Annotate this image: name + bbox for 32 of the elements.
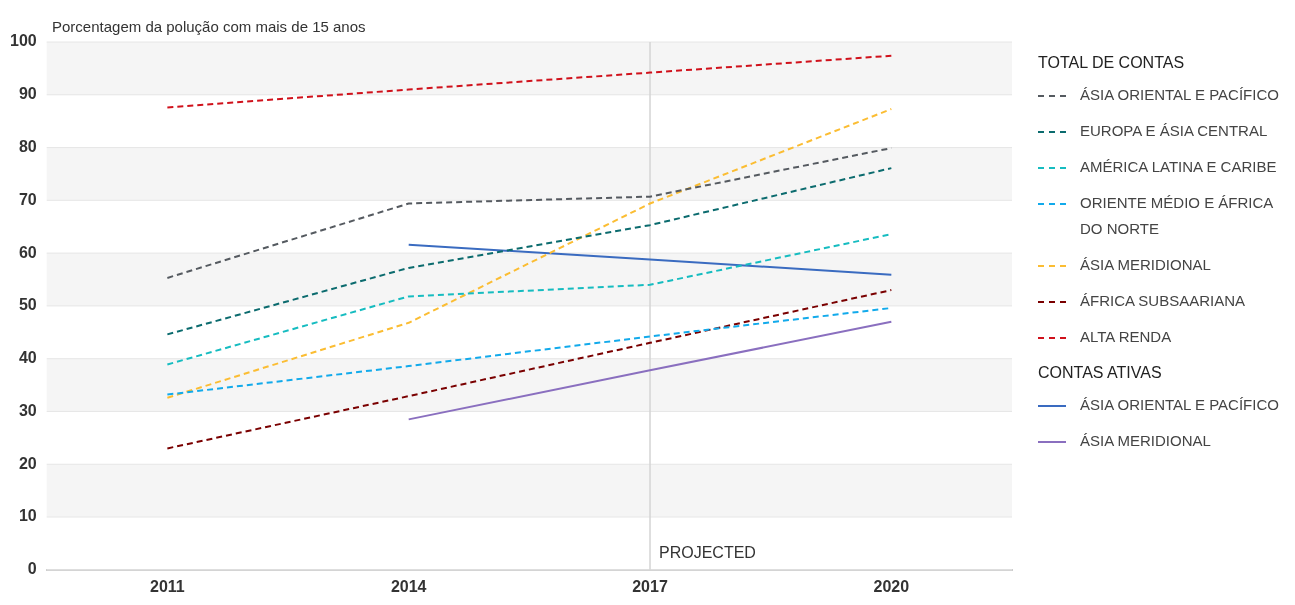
y-tick-label: 30 [18,401,37,419]
y-tick-label: 0 [27,560,37,578]
legend-label: ORIENTE MÉDIO E ÁFRICA DO NORTE [1080,193,1274,239]
y-tick-label: 100 [9,32,37,50]
legend-title: TOTAL DE CONTAS [1038,54,1186,72]
y-tick-label: 50 [18,296,37,314]
legend-label: EUROPA E ÁSIA CENTRAL [1080,121,1269,141]
y-tick-label: 20 [18,454,37,472]
line-series [166,289,893,450]
legend-label: ÁSIA MERIDIONAL [1080,431,1212,451]
y-tick-label: 40 [18,349,37,367]
x-tick-label: 2017 [632,577,668,595]
text: CONTAS ATIVAS [1038,364,1163,382]
y-tick-label: 60 [18,243,37,261]
line-series [166,108,893,399]
legend-label: ÁFRICA SUBSAARIANA [1080,291,1247,311]
ref-line-label: PROJECTED [659,544,756,562]
line-series [166,54,893,109]
y-tick-label: 10 [18,507,37,525]
y-tick-label: 80 [18,137,37,155]
y-tick-label: 70 [18,190,37,208]
legend-label: ÁSIA ORIENTAL E PACÍFICO [1080,85,1280,105]
legend-label: ÁSIA MERIDIONAL [1080,255,1212,275]
y-tick-label: 90 [18,85,37,103]
legend-label: ALTA RENDA [1080,327,1173,347]
x-tick-label: 2011 [150,577,185,595]
x-tick-label: 2014 [390,577,427,595]
legend-label: ÁSIA ORIENTAL E PACÍFICO [1080,395,1280,415]
y-axis-title: Porcentagem da polução com mais de 15 anos [52,18,366,35]
line-series [166,167,893,336]
legend-label: AMÉRICA LATINA E CARIBE [1080,157,1278,177]
x-tick-label: 2020 [873,577,910,595]
